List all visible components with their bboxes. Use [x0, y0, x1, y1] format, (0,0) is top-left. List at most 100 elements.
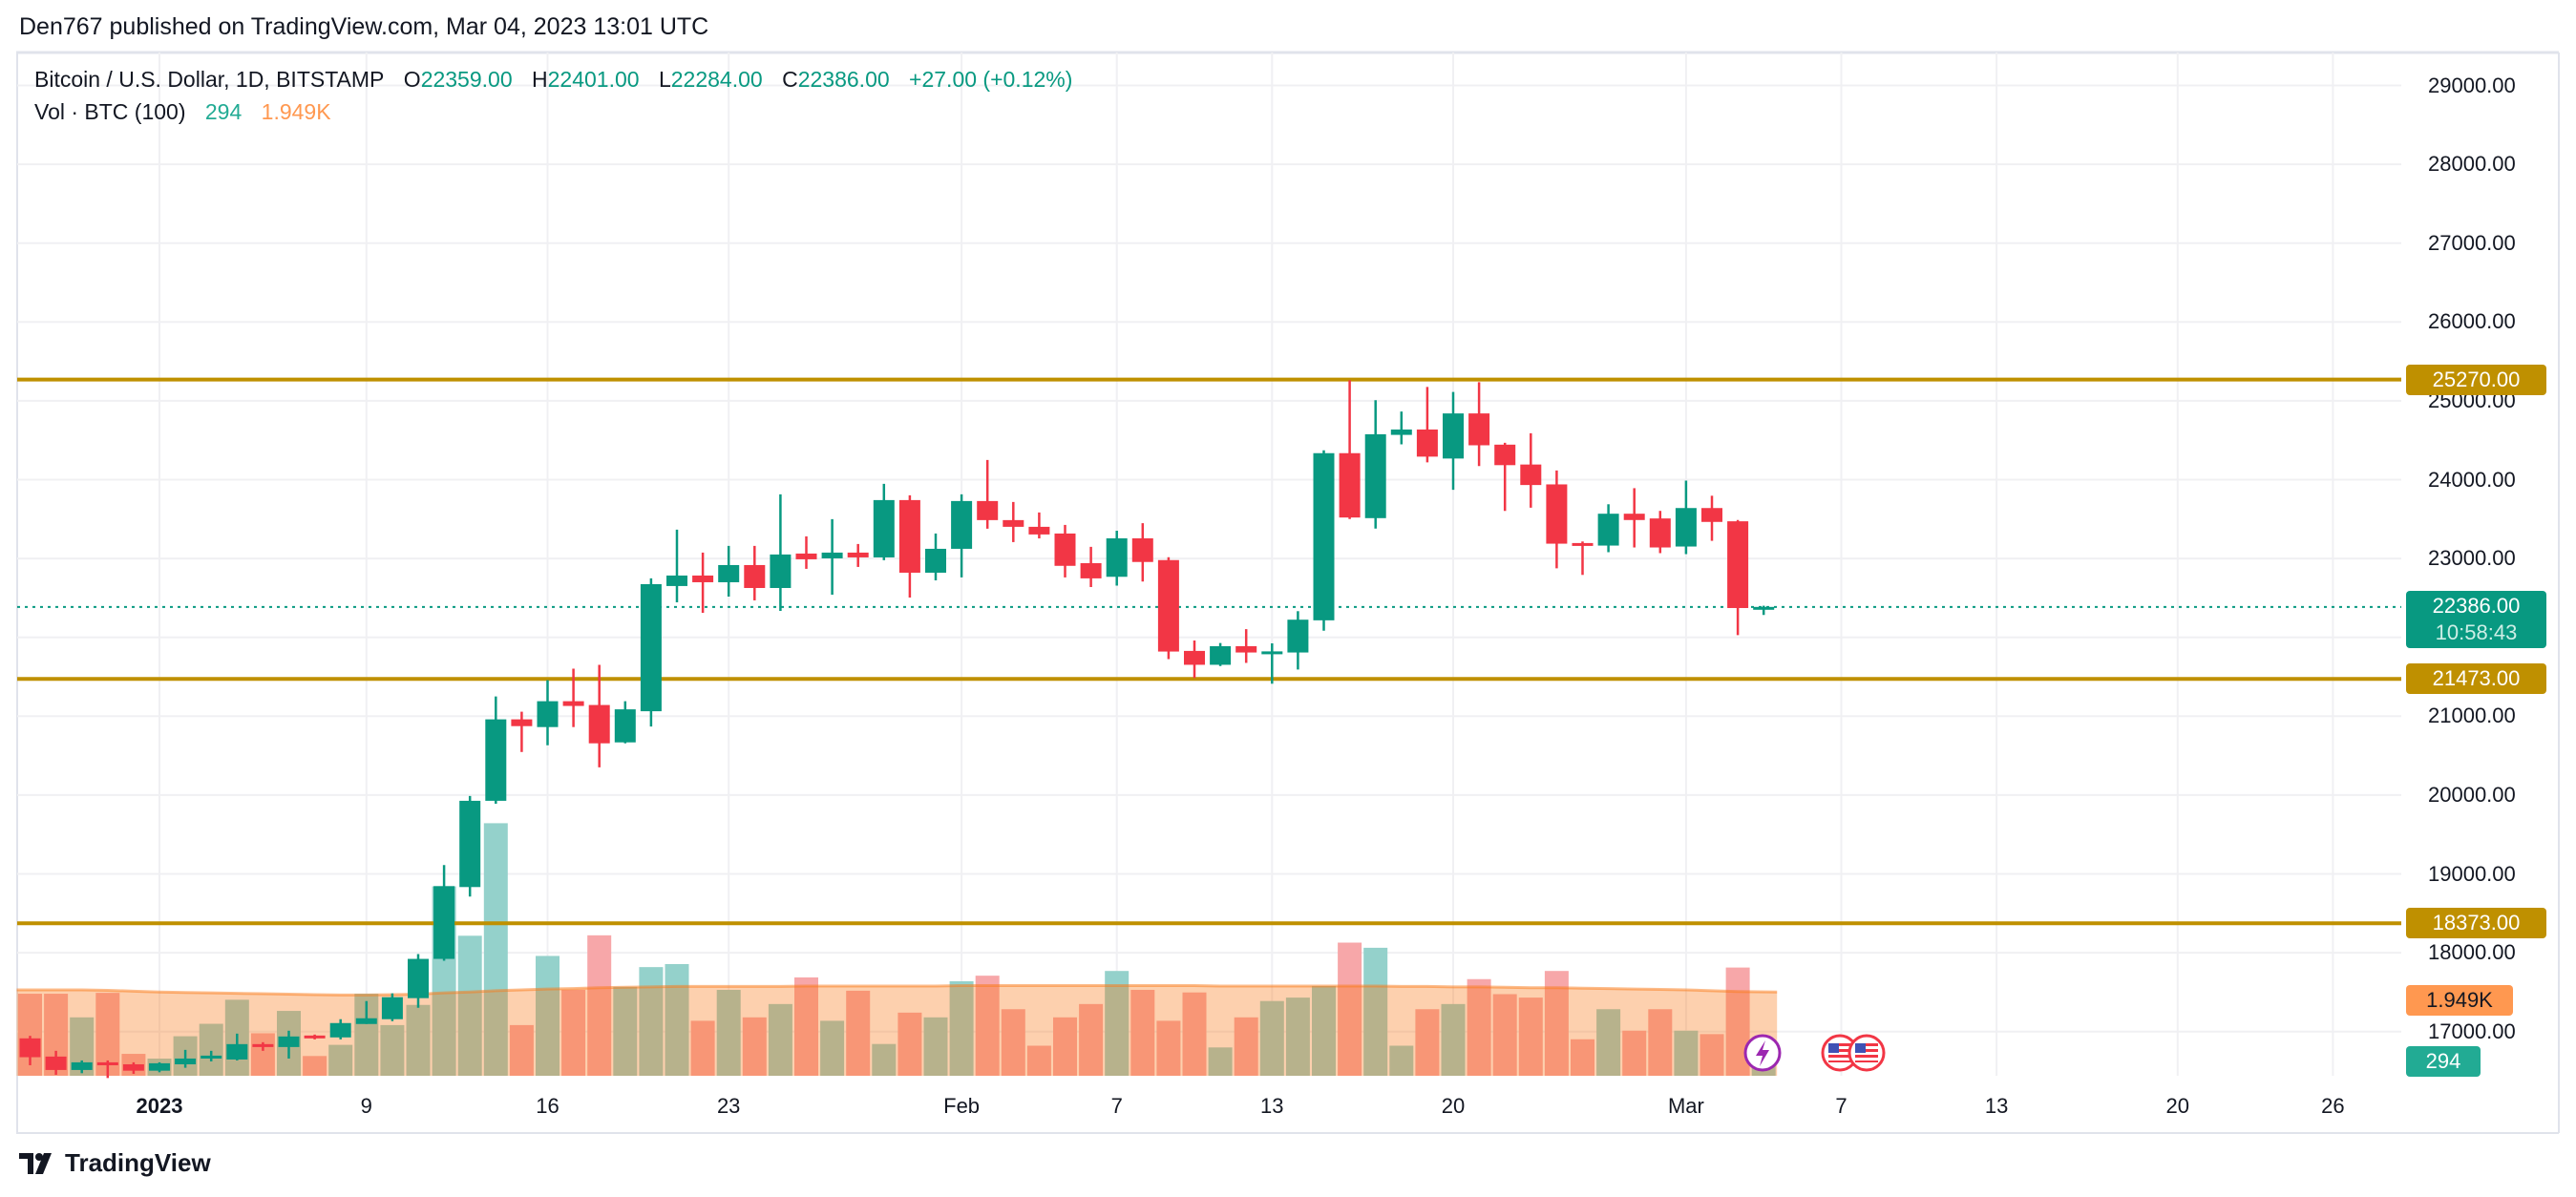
candle-body [1157, 559, 1179, 652]
candle [898, 494, 920, 598]
change-value: +27.00 (+0.12%) [909, 67, 1073, 92]
candle [537, 680, 559, 746]
volume-bar [1105, 971, 1130, 1076]
price-tick-label: 24000.00 [2428, 467, 2516, 492]
candle [329, 1018, 351, 1040]
candle-body [925, 548, 946, 573]
volume-bar [1571, 1039, 1594, 1076]
candle [96, 1060, 118, 1079]
candle-body [1210, 645, 1232, 665]
time-tick-label: 26 [2321, 1094, 2345, 1118]
time-tick-label: 7 [1110, 1094, 1123, 1118]
candle-body [640, 583, 662, 712]
candle-body [1235, 645, 1257, 653]
volume-bar [509, 1024, 534, 1076]
volume-ma-area [16, 985, 1778, 1076]
price-tick-label: 26000.00 [2428, 309, 2516, 334]
candle [511, 711, 533, 752]
volume-bar [1156, 1020, 1181, 1076]
horizontal-levels [17, 377, 2401, 926]
candle-body [1753, 606, 1775, 610]
candle-body [951, 500, 973, 549]
candle-body [459, 800, 481, 888]
volume-bar [303, 1056, 327, 1076]
volume-title[interactable]: Vol · BTC (100) [34, 99, 186, 124]
candle [1261, 642, 1283, 684]
candle-body [1546, 484, 1568, 544]
candle [770, 494, 792, 611]
candle-body [149, 1062, 170, 1071]
candle-body [304, 1035, 326, 1039]
symbol-title[interactable]: Bitcoin / U.S. Dollar, 1D, BITSTAMP [34, 67, 385, 92]
time-tick-label: 16 [536, 1094, 560, 1118]
candle-body [1364, 433, 1386, 518]
volume-bar [1053, 1017, 1077, 1076]
candle-body [19, 1038, 41, 1058]
candle [1131, 523, 1153, 582]
time-tick-label: 7 [1835, 1094, 1848, 1118]
candle [278, 1030, 300, 1059]
candle [951, 494, 973, 578]
candle [977, 459, 999, 529]
volume-tag: 294 [2406, 1046, 2481, 1077]
volume-bar [1492, 994, 1517, 1076]
candle [640, 578, 662, 727]
volume-bar [846, 990, 871, 1076]
candle-body [122, 1063, 144, 1071]
us-flag-icon[interactable] [1821, 1034, 1859, 1072]
candle-body [1494, 444, 1516, 466]
candle [1649, 511, 1671, 554]
candle-body [847, 552, 869, 557]
candle [1157, 556, 1179, 660]
candle-body [1623, 514, 1645, 520]
volume-bar [1648, 1009, 1673, 1076]
candle [1416, 387, 1438, 463]
candle-body [1416, 429, 1438, 457]
candle-body [511, 719, 533, 726]
candle [1210, 642, 1232, 666]
high-value: 22401.00 [547, 67, 640, 92]
volume-bar [975, 976, 1000, 1076]
volume-bar [1467, 978, 1491, 1076]
volume-bar [872, 1043, 897, 1076]
candle [381, 993, 403, 1021]
candle [744, 545, 766, 600]
time-tick-label: 2023 [136, 1094, 183, 1118]
candle [226, 1033, 248, 1060]
candle [71, 1060, 93, 1074]
volume-bar [690, 1020, 715, 1076]
volume-ma-value: 1.949K [261, 99, 331, 124]
candle-body [201, 1055, 222, 1059]
candle-body [1339, 452, 1361, 518]
volume-pane [16, 823, 1778, 1076]
candle-body [1468, 413, 1490, 446]
candle-body [278, 1036, 300, 1047]
price-tick-label: 27000.00 [2428, 230, 2516, 255]
volume-bar [1415, 1009, 1440, 1076]
volume-bar [716, 990, 741, 1076]
candle [1080, 546, 1102, 588]
candle-body [96, 1061, 118, 1065]
open-value: 22359.00 [420, 67, 513, 92]
candle-body [329, 1022, 351, 1038]
lightning-icon[interactable] [1743, 1034, 1782, 1072]
tradingview-logo[interactable]: TradingView [19, 1148, 211, 1178]
candle [1546, 470, 1568, 569]
candle-body [45, 1056, 67, 1070]
level-price-tag: 25270.00 [2406, 364, 2546, 395]
candle-body [1106, 537, 1128, 578]
candle [459, 795, 481, 897]
time-tick-label: 13 [1984, 1094, 2009, 1118]
tradingview-logo-icon [19, 1152, 52, 1174]
candle-body [1003, 519, 1024, 527]
level-price-tag: 21473.00 [2406, 663, 2546, 695]
candle-body [744, 564, 766, 588]
volume-bar [1596, 1009, 1621, 1076]
candle [1753, 605, 1775, 616]
candle-body [821, 552, 843, 558]
candle [1623, 488, 1645, 548]
us-flag-icon[interactable] [1848, 1034, 1886, 1072]
volume-bar [768, 1003, 792, 1076]
price-tick-label: 17000.00 [2428, 1018, 2516, 1043]
